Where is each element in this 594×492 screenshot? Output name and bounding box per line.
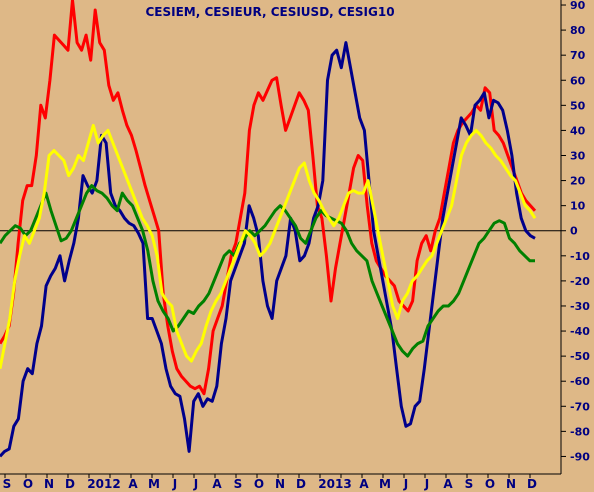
chart-title: CESIEM, CESIEUR, CESIUSD, CESIG10 (145, 5, 394, 19)
y-tick-label: -20 (570, 275, 590, 288)
y-tick-label: 50 (570, 99, 586, 112)
x-tick-label: J (193, 477, 198, 491)
y-tick-label: 0 (570, 225, 578, 238)
y-tick-label: -30 (570, 300, 590, 313)
x-tick-label: O (485, 477, 495, 491)
x-tick-label: A (443, 477, 453, 491)
y-tick-label: -90 (570, 450, 590, 463)
series-line-4 (0, 123, 537, 369)
y-axis: 90 80 70 60 50 40 30 20 10 0 -10 -20 -30 -40 -50 -60 -70… (561, 0, 590, 463)
y-tick-label: -10 (570, 250, 590, 263)
x-tick-label: N (44, 477, 54, 491)
y-tick-label: 10 (570, 200, 586, 213)
y-tick-label: 70 (570, 49, 586, 62)
x-axis: S O N D 2012 A M J J A S O N D 2013 A M J J A S O N D (3, 474, 537, 491)
series-line-1 (0, 0, 537, 396)
y-tick-label: -80 (570, 425, 590, 438)
x-tick-label: S (3, 477, 12, 491)
x-tick-label: N (506, 477, 516, 491)
series-layer (0, 0, 537, 458)
y-tick-label: -60 (570, 375, 590, 388)
y-tick-label: 60 (570, 74, 586, 87)
x-tick-label: D (527, 477, 537, 491)
x-tick-label: 2013 (318, 477, 351, 491)
y-tick-label: 20 (570, 175, 586, 188)
x-tick-label: S (234, 477, 243, 491)
x-tick-label: J (424, 477, 429, 491)
y-tick-label: 30 (570, 149, 586, 162)
y-tick-label: -70 (570, 400, 590, 413)
x-tick-label: 2012 (87, 477, 120, 491)
y-tick-label: 40 (570, 124, 586, 137)
x-tick-label: D (65, 477, 75, 491)
x-tick-label: J (403, 477, 408, 491)
x-tick-label: A (359, 477, 369, 491)
x-tick-label: N (275, 477, 285, 491)
y-tick-label: -40 (570, 325, 590, 338)
x-tick-label: M (379, 477, 391, 491)
x-tick-label: A (212, 477, 222, 491)
y-tick-label: 80 (570, 24, 586, 37)
x-tick-label: O (254, 477, 264, 491)
x-tick-label: O (23, 477, 33, 491)
y-tick-label: -50 (570, 350, 590, 363)
x-tick-label: A (128, 477, 138, 491)
x-tick-label: S (465, 477, 474, 491)
y-tick-label: 90 (570, 0, 586, 12)
series-line-3 (0, 184, 535, 358)
x-tick-label: M (148, 477, 160, 491)
x-tick-label: J (172, 477, 177, 491)
x-tick-label: D (296, 477, 306, 491)
